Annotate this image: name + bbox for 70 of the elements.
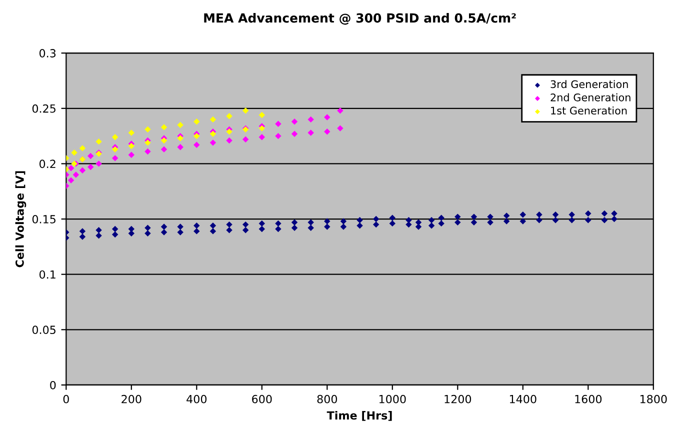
y-tick-label: 0.05 — [32, 326, 56, 334]
x-tick-label: 800 — [317, 394, 338, 404]
point — [308, 116, 314, 123]
point — [72, 172, 80, 178]
x-tick-label: 0 — [63, 394, 69, 404]
y-tick-label: 0.15 — [32, 214, 56, 224]
point — [258, 134, 266, 140]
point — [291, 118, 298, 125]
legend-label: 3rd Generation — [550, 80, 628, 88]
point — [258, 112, 266, 118]
point — [337, 107, 344, 114]
point — [144, 126, 151, 133]
y-tick-label: 0 — [50, 380, 56, 390]
point — [128, 152, 135, 158]
y-tick-label: 0.2 — [39, 160, 56, 168]
x-tick-label: 200 — [122, 394, 142, 404]
legend-label: 1st Generation — [551, 106, 627, 115]
x-tick-label: 1000 — [379, 394, 406, 404]
point — [71, 150, 78, 156]
point — [88, 164, 94, 170]
point — [112, 155, 118, 162]
point — [96, 138, 102, 145]
point — [194, 142, 200, 148]
point — [144, 140, 151, 146]
y-tick-label: 0.1 — [39, 270, 56, 279]
point — [79, 167, 86, 174]
x-tick-label: 600 — [252, 394, 272, 404]
point — [194, 118, 200, 125]
point — [177, 135, 184, 142]
point — [68, 165, 74, 172]
x-tick-label: 1200 — [444, 394, 472, 404]
point — [96, 160, 102, 167]
point — [291, 130, 298, 137]
point — [112, 134, 118, 140]
point — [79, 145, 86, 152]
x-tick-label: 1400 — [510, 394, 536, 404]
point — [226, 137, 232, 144]
point — [275, 132, 282, 140]
point — [128, 130, 135, 136]
x-tick-label: 1800 — [640, 394, 667, 404]
y-tick-label: 0.25 — [32, 104, 56, 113]
point — [210, 140, 216, 146]
point — [88, 152, 94, 160]
point — [275, 120, 282, 127]
point — [128, 142, 135, 150]
legend-label: 2nd Generation — [550, 93, 630, 102]
point — [324, 114, 330, 120]
point — [177, 144, 184, 150]
point — [177, 122, 184, 128]
point — [226, 128, 232, 135]
point — [144, 148, 151, 155]
x-axis-title: Time [Hrs] — [326, 411, 392, 421]
point — [160, 124, 168, 130]
point — [226, 113, 232, 120]
y-tick-label: 0.3 — [39, 49, 56, 58]
point — [337, 125, 344, 132]
point — [308, 130, 314, 136]
y-axis-title: Cell Voltage [V] — [15, 171, 26, 268]
point — [160, 146, 168, 152]
point — [324, 128, 330, 135]
point — [242, 107, 249, 114]
point — [258, 125, 266, 132]
point — [242, 136, 249, 142]
point — [68, 177, 74, 184]
x-tick-label: 400 — [186, 394, 207, 404]
x-tick-label: 1600 — [575, 394, 602, 404]
point — [210, 116, 216, 123]
chart-title: MEA Advancement @ 300 PSID and 0.5A/cm² — [204, 13, 516, 25]
point — [160, 137, 168, 144]
point — [194, 132, 200, 140]
